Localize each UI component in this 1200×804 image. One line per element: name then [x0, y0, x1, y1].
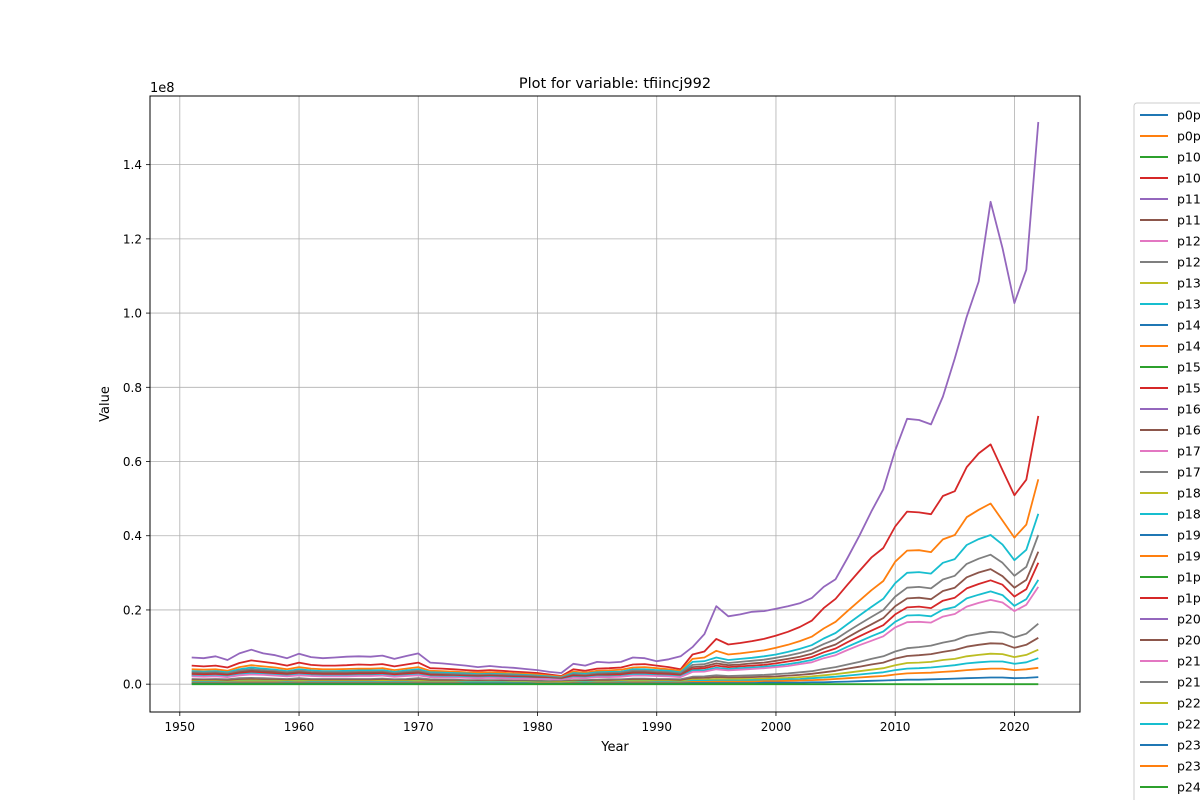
y-tick-label: 0.2 — [123, 603, 142, 617]
series-lines — [191, 121, 1040, 686]
series-line-7 — [191, 562, 1040, 680]
legend-label: p24 — [1177, 780, 1200, 795]
x-tick-label: 1960 — [284, 720, 315, 734]
legend-label: p21 — [1177, 675, 1200, 690]
legend-label: p1p — [1177, 591, 1200, 606]
legend-label: p19 — [1177, 549, 1200, 564]
legend-label: p13 — [1177, 276, 1200, 291]
legend-label: p20 — [1177, 633, 1200, 648]
x-tick-label: 1970 — [403, 720, 434, 734]
legend: p0p p0p p10 p10 p11 p11 p12 p12 p13 p13 p14 p14 p15 p… — [1133, 102, 1200, 804]
legend-label: p23 — [1177, 738, 1200, 753]
legend-label: p12 — [1177, 234, 1200, 249]
legend-label: p16 — [1177, 423, 1200, 438]
legend-label: p19 — [1177, 528, 1200, 543]
legend-label: p15 — [1177, 360, 1200, 375]
legend-label: p0p — [1177, 108, 1200, 123]
plot-area-frame — [149, 95, 1081, 713]
legend-label: p11 — [1177, 192, 1200, 207]
y-tick-label: 0.6 — [123, 455, 142, 469]
legend-label: p11 — [1177, 213, 1200, 228]
series-line-5 — [191, 534, 1040, 679]
legend-label: p16 — [1177, 402, 1200, 417]
x-tick-label: 1950 — [165, 720, 196, 734]
legend-label: p18 — [1177, 486, 1200, 501]
legend-label: p14 — [1177, 318, 1200, 333]
chart-title: Plot for variable: tfiincj992 — [519, 76, 711, 92]
x-axis-label: Year — [600, 740, 629, 755]
legend-label: p20 — [1177, 612, 1200, 627]
x-tick-label: 2020 — [999, 720, 1030, 734]
legend-label: p14 — [1177, 339, 1200, 354]
legend-label: p15 — [1177, 381, 1200, 396]
series-line-3 — [191, 479, 1040, 678]
y-tick-label: 1.4 — [123, 158, 142, 172]
x-tick-label: 2000 — [761, 720, 792, 734]
series-line-10 — [191, 623, 1039, 683]
y-tick-label: 0.4 — [123, 529, 142, 543]
x-tick-label: 2010 — [880, 720, 911, 734]
y-axis-label: Value — [98, 386, 113, 422]
x-tick-label: 1980 — [522, 720, 553, 734]
legend-label: p1p — [1177, 570, 1200, 585]
legend-label: p23 — [1177, 759, 1200, 774]
y-tick-label: 0.8 — [123, 381, 142, 395]
legend-label: p17 — [1177, 465, 1200, 480]
legend-label: p21 — [1177, 654, 1200, 669]
series-line-4 — [191, 513, 1040, 679]
legend-label: p18 — [1177, 507, 1200, 522]
legend-label: p22 — [1177, 717, 1200, 732]
legend-label: p12 — [1177, 255, 1200, 270]
x-tick-label: 1990 — [641, 720, 672, 734]
y-tick-label: 1.2 — [123, 232, 142, 246]
legend-frame — [1133, 102, 1200, 804]
legend-label: p0p — [1177, 129, 1200, 144]
legend-label: p17 — [1177, 444, 1200, 459]
y-tick-label: 1.0 — [123, 307, 142, 321]
y-tick-label: 0.0 — [123, 678, 142, 692]
series-line-2 — [191, 415, 1040, 677]
x-axis-ticks: 1950 1960 1970 1980 1990 2000 2010 2020 — [165, 712, 1030, 734]
y-scale-offset-label: 1e8 — [150, 81, 175, 96]
y-axis-ticks: 0.0 0.2 0.4 0.6 0.8 1.0 1.2 1.4 — [123, 158, 150, 692]
series-line-9 — [191, 586, 1040, 681]
series-line-6 — [191, 551, 1040, 680]
series-line-1 — [191, 121, 1040, 674]
legend-label: p10 — [1177, 150, 1200, 165]
legend-label: p13 — [1177, 297, 1200, 312]
legend-label: p22 — [1177, 696, 1200, 711]
legend-label: p10 — [1177, 171, 1200, 186]
